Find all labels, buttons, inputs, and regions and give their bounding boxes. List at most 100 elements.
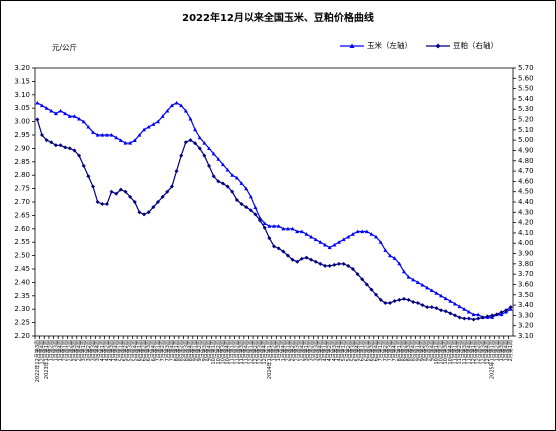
point-marker xyxy=(216,157,221,161)
point-marker xyxy=(466,309,471,314)
point-marker xyxy=(429,288,434,293)
y2-tick-label: 4.00 xyxy=(518,239,534,247)
point-marker xyxy=(188,138,193,143)
point-marker xyxy=(272,224,276,228)
point-marker xyxy=(202,141,207,145)
point-marker xyxy=(304,232,309,236)
x-tick-label: 7月第3周 xyxy=(164,340,171,361)
x-tick-label: 9月第2周 xyxy=(196,340,203,361)
x-tick-label: 1月第4周 xyxy=(280,340,287,361)
point-marker xyxy=(77,153,82,158)
point-marker xyxy=(179,103,184,108)
point-marker xyxy=(490,313,495,318)
x-tick-label: 5月第1周 xyxy=(340,340,347,361)
x-tick-label: 2月第2周 xyxy=(66,340,73,361)
point-marker xyxy=(285,226,290,231)
point-marker xyxy=(439,308,444,313)
x-tick-label: 6月第1周 xyxy=(359,340,366,361)
point-marker xyxy=(476,316,481,321)
point-marker xyxy=(118,138,123,142)
x-tick-label: 8月第4周 xyxy=(410,340,417,361)
x-tick-label: 1月第2周 xyxy=(493,340,500,361)
x-tick-label: 5月第4周 xyxy=(131,340,138,361)
point-marker xyxy=(272,244,276,249)
x-tick-label: 10月第4周 xyxy=(447,340,454,365)
y-tick-label: 2.60 xyxy=(14,225,30,233)
x-tick-label: 7月第2周 xyxy=(159,340,166,361)
point-marker xyxy=(77,116,82,121)
point-marker xyxy=(151,205,156,210)
y2-tick-label: 3.90 xyxy=(518,250,534,258)
point-marker xyxy=(86,124,91,129)
point-marker xyxy=(350,267,355,271)
point-marker xyxy=(123,141,128,145)
point-marker xyxy=(67,146,72,151)
y-tick-label: 3.15 xyxy=(14,77,30,85)
point-marker xyxy=(35,100,40,105)
x-tick-label: 9月第2周 xyxy=(419,340,426,361)
x-tick-label: 11月第2周 xyxy=(233,340,240,365)
y2-tick-label: 4.90 xyxy=(518,146,534,154)
point-marker xyxy=(49,140,54,145)
point-marker xyxy=(230,189,235,194)
point-marker xyxy=(313,237,318,242)
x-tick-label: 8月第2周 xyxy=(400,340,407,361)
x-tick-label: 4月第4周 xyxy=(335,340,342,361)
point-marker xyxy=(508,305,513,310)
point-marker xyxy=(211,174,216,179)
point-marker xyxy=(276,246,281,251)
x-tick-label: 9月第4周 xyxy=(206,340,213,361)
point-marker xyxy=(397,261,402,266)
legend-marker xyxy=(349,43,355,48)
point-marker xyxy=(457,315,462,320)
point-marker xyxy=(128,194,133,199)
point-marker xyxy=(95,133,100,137)
y2-tick-label: 3.10 xyxy=(518,332,534,340)
point-marker xyxy=(360,277,365,282)
point-marker xyxy=(499,312,504,317)
x-tick-label: 1月第4周 xyxy=(503,340,510,361)
x-tick-label: 10月第1周 xyxy=(433,340,440,365)
point-marker xyxy=(109,133,114,137)
y2-tick-label: 5.50 xyxy=(518,85,534,93)
x-tick-label: 2月第1周 xyxy=(284,340,291,361)
x-tick-label: 7月第2周 xyxy=(382,340,389,361)
point-marker xyxy=(169,103,174,108)
point-marker xyxy=(383,248,388,252)
x-tick-label: 11月第3周 xyxy=(461,340,468,365)
point-marker xyxy=(197,135,202,140)
point-marker xyxy=(290,257,295,262)
x-tick-label: 1月第4周 xyxy=(57,340,64,361)
x-tick-label: 2月第3周 xyxy=(294,340,301,361)
x-tick-label: 12月第2周 xyxy=(475,340,482,365)
point-marker xyxy=(63,111,68,116)
point-marker xyxy=(100,133,105,137)
point-marker xyxy=(137,133,142,137)
point-marker xyxy=(165,108,170,113)
point-marker xyxy=(411,277,416,282)
point-marker xyxy=(267,224,272,228)
point-marker xyxy=(193,141,198,146)
point-marker xyxy=(128,141,133,145)
x-tick-label: 8月第1周 xyxy=(396,340,403,361)
point-marker xyxy=(220,162,225,167)
x-tick-label: 8月第4周 xyxy=(187,340,194,361)
y-tick-label: 2.40 xyxy=(14,278,30,286)
point-marker xyxy=(100,202,105,207)
point-marker xyxy=(374,234,379,239)
point-marker xyxy=(253,205,258,209)
x-tick-label: 2月第3周 xyxy=(71,340,78,361)
x-tick-label: 2023年1月第1周 xyxy=(43,340,50,379)
x-tick-label: 9月第1周 xyxy=(414,340,421,361)
x-tick-label: 8月第1周 xyxy=(173,340,180,361)
point-marker xyxy=(179,153,184,158)
point-marker xyxy=(197,146,202,151)
point-marker xyxy=(411,299,416,304)
point-marker xyxy=(220,181,225,186)
point-marker xyxy=(448,299,453,303)
point-marker xyxy=(355,272,360,277)
x-tick-label: 12月第1周 xyxy=(247,340,254,365)
y-tick-label: 3.00 xyxy=(14,118,30,126)
point-marker xyxy=(323,263,328,268)
x-tick-label: 1月第3周 xyxy=(52,340,59,361)
